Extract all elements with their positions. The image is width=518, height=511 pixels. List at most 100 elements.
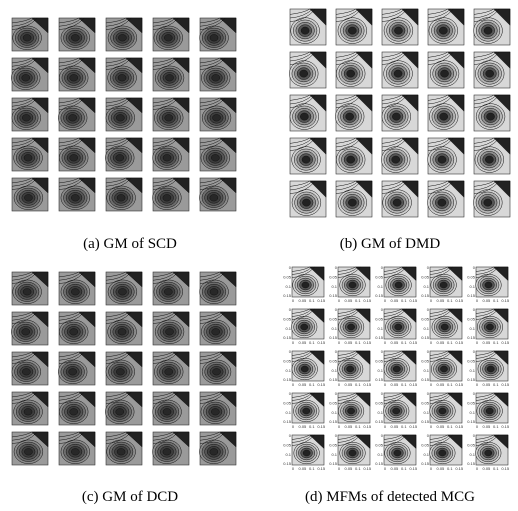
contour-map xyxy=(382,9,418,45)
contour xyxy=(118,34,126,41)
contour-map xyxy=(476,393,508,423)
contour-map xyxy=(200,98,236,131)
contour xyxy=(118,328,126,335)
contour-map xyxy=(11,312,48,345)
x-tick-label: 0.15 xyxy=(409,424,418,429)
contour xyxy=(164,34,172,41)
x-tick-label: 0 xyxy=(476,424,479,429)
contour-map xyxy=(153,352,189,385)
contour xyxy=(210,448,218,455)
x-tick-label: 0 xyxy=(384,424,387,429)
y-tick-label: 0.1 xyxy=(331,284,337,289)
contour xyxy=(485,282,492,288)
y-tick-label: 0.15 xyxy=(283,461,292,466)
x-tick-label: 0.05 xyxy=(437,424,446,429)
y-tick-label: 0 xyxy=(335,433,338,438)
x-tick-label: 0.15 xyxy=(501,466,510,471)
y-tick-label: 0 xyxy=(335,265,338,270)
x-tick-label: 0.1 xyxy=(493,298,499,303)
y-tick-label: 0.05 xyxy=(329,358,338,363)
contour-map xyxy=(58,352,95,385)
contour-map xyxy=(382,181,418,217)
contour xyxy=(117,448,125,455)
contour-map xyxy=(12,98,48,131)
y-tick-label: 0.05 xyxy=(329,400,338,405)
contour xyxy=(22,114,30,121)
y-tick-label: 0.05 xyxy=(421,400,430,405)
contour xyxy=(346,113,354,120)
contour-map xyxy=(59,138,95,171)
y-tick-label: 0.15 xyxy=(467,461,476,466)
y-tick-label: 0.15 xyxy=(329,419,338,424)
y-tick-label: 0 xyxy=(381,307,384,312)
x-tick-label: 0.15 xyxy=(317,424,326,429)
contour-map xyxy=(474,9,510,45)
contour xyxy=(301,324,308,330)
x-tick-label: 0.15 xyxy=(501,382,510,387)
x-tick-label: 0.15 xyxy=(363,424,372,429)
contour xyxy=(163,154,171,161)
y-tick-label: 0 xyxy=(473,349,476,354)
x-tick-label: 0.15 xyxy=(455,424,464,429)
contour xyxy=(24,408,32,415)
contour-map xyxy=(12,178,48,211)
y-tick-label: 0.15 xyxy=(283,293,292,298)
contour-map xyxy=(12,432,48,465)
contour xyxy=(303,450,310,456)
contour xyxy=(394,27,402,34)
contour xyxy=(166,74,174,81)
x-tick-label: 0.05 xyxy=(299,340,308,345)
x-tick-label: 0 xyxy=(384,340,387,345)
contour xyxy=(116,114,124,121)
y-tick-label: 0 xyxy=(473,391,476,396)
y-tick-label: 0.1 xyxy=(423,326,429,331)
contour-map xyxy=(200,18,236,51)
contour xyxy=(349,282,356,288)
y-tick-label: 0.05 xyxy=(283,274,292,279)
contour-map xyxy=(473,181,510,217)
contour-map xyxy=(200,312,236,345)
x-tick-label: 0.15 xyxy=(363,298,372,303)
y-tick-label: 0.15 xyxy=(467,293,476,298)
y-tick-label: 0.15 xyxy=(375,419,384,424)
x-tick-label: 0.1 xyxy=(355,466,361,471)
contour xyxy=(69,368,77,375)
contour xyxy=(438,156,446,163)
contour-map xyxy=(153,138,189,171)
x-tick-label: 0 xyxy=(338,340,341,345)
x-tick-label: 0 xyxy=(430,382,433,387)
contour-map xyxy=(474,52,510,88)
contour-map xyxy=(430,351,462,381)
contour-map xyxy=(59,178,95,211)
contour xyxy=(300,113,308,120)
y-tick-label: 0 xyxy=(427,391,430,396)
contour xyxy=(439,27,447,34)
x-tick-label: 0 xyxy=(338,382,341,387)
x-tick-label: 0.1 xyxy=(309,340,315,345)
contour xyxy=(302,282,309,288)
y-tick-label: 0.1 xyxy=(285,326,291,331)
contour-map xyxy=(430,267,462,297)
contour xyxy=(393,366,400,372)
y-tick-label: 0.1 xyxy=(285,410,291,415)
x-tick-label: 0.1 xyxy=(355,340,361,345)
contour xyxy=(440,113,448,120)
contour xyxy=(347,324,354,330)
contour-map xyxy=(475,435,508,465)
x-tick-label: 0.05 xyxy=(437,466,446,471)
y-tick-label: 0.05 xyxy=(375,274,384,279)
y-tick-label: 0.15 xyxy=(467,419,476,424)
contour-map xyxy=(428,95,464,131)
y-tick-label: 0.15 xyxy=(329,335,338,340)
x-tick-label: 0.05 xyxy=(299,466,308,471)
contour-map xyxy=(384,351,416,381)
contour-map xyxy=(338,267,370,297)
contour-map xyxy=(199,178,236,211)
contour-map xyxy=(336,181,372,217)
contour xyxy=(70,408,78,415)
y-tick-label: 0.05 xyxy=(329,442,338,447)
y-tick-label: 0.05 xyxy=(467,400,476,405)
y-tick-label: 0.1 xyxy=(377,284,383,289)
y-tick-label: 0 xyxy=(289,433,292,438)
x-tick-label: 0.05 xyxy=(299,424,308,429)
